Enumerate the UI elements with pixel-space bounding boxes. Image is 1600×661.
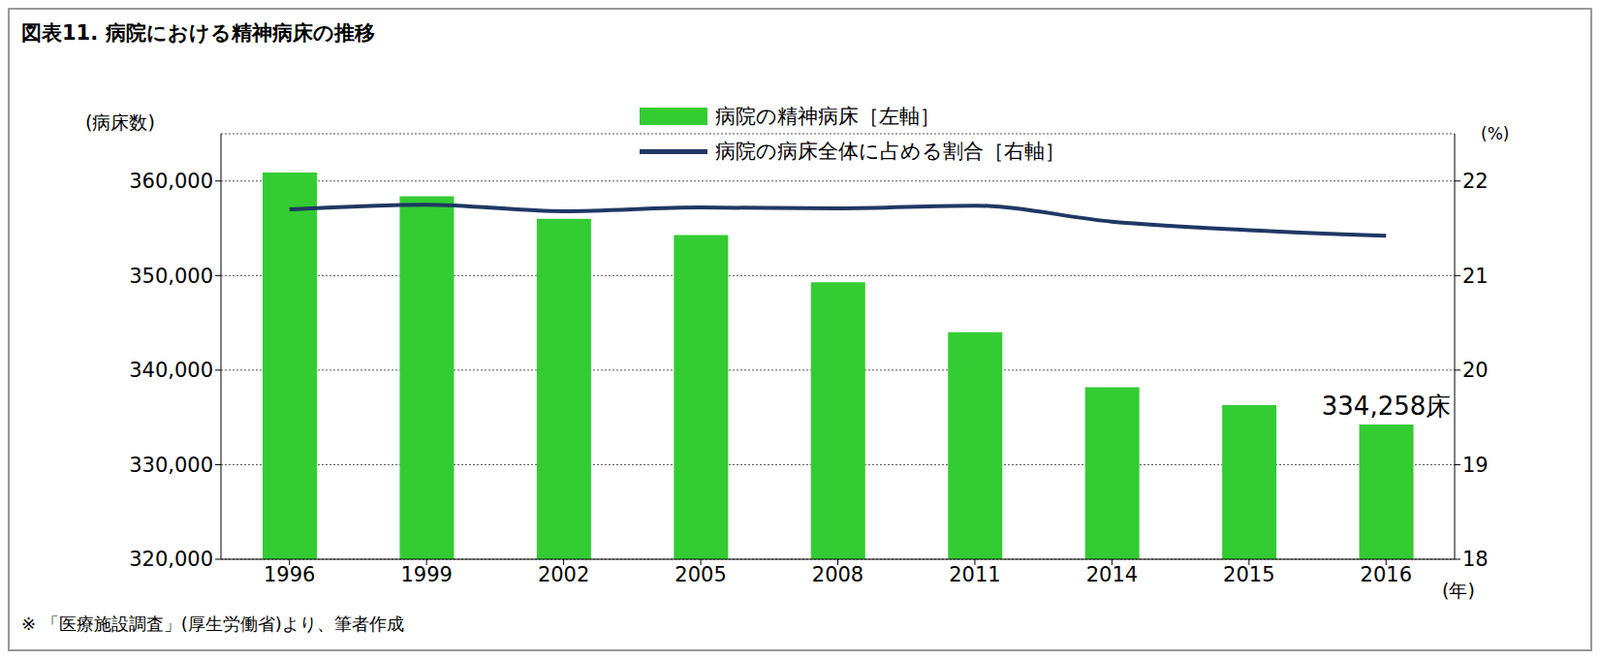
html-text:(病床数): (病床数) [85, 111, 155, 133]
svg-text:19: 19 [1462, 453, 1489, 477]
svg-text:2005: 2005 [674, 563, 726, 587]
svg-text:340,000: 340,000 [128, 358, 214, 382]
svg-text:22: 22 [1462, 169, 1489, 193]
svg-text:2008: 2008 [812, 563, 864, 587]
svg-text:2011: 2011 [948, 563, 1001, 587]
svg-text:1996: 1996 [263, 563, 315, 587]
svg-text:334,258床: 334,258床 [1321, 391, 1452, 421]
svg-text:2015: 2015 [1223, 563, 1275, 587]
svg-text:350,000: 350,000 [128, 264, 214, 288]
svg-text:330,000: 330,000 [128, 453, 214, 477]
svg-text:2016: 2016 [1360, 563, 1412, 587]
html-text:病院の病床全体に占める割合［右軸］: 病院の病床全体に占める割合［右軸］ [715, 139, 1066, 163]
svg-text:360,000: 360,000 [128, 169, 214, 193]
html-text:図表11. 病院における精神病床の推移: 図表11. 病院における精神病床の推移 [21, 21, 375, 45]
svg-text:320,000: 320,000 [128, 547, 214, 571]
svg-text:2002: 2002 [537, 563, 590, 587]
svg-text:18: 18 [1462, 547, 1489, 571]
html-text:※ 「医療施設調査」(厚生労働省)より、筆者作成: ※ 「医療施設調査」(厚生労働省)より、筆者作成 [21, 613, 405, 634]
html-text:(年): (年) [1442, 579, 1475, 601]
svg-text:2014: 2014 [1086, 563, 1138, 587]
svg-text:20: 20 [1462, 358, 1489, 382]
svg-text:21: 21 [1462, 264, 1489, 288]
html-text:病院の精神病床［左軸］: 病院の精神病床［左軸］ [715, 104, 941, 128]
svg-text:1999: 1999 [400, 563, 452, 587]
